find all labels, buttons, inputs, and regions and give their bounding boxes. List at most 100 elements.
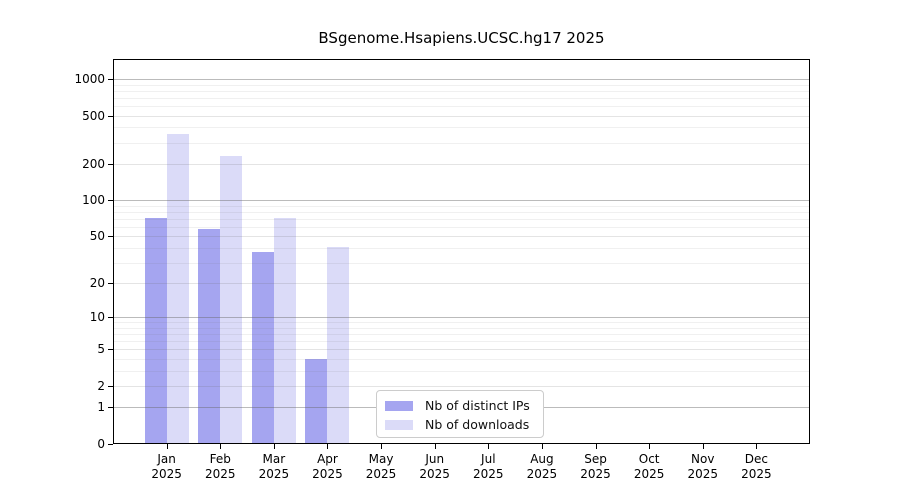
legend-label-downloads: Nb of downloads [425, 417, 530, 432]
gridline-minor-40 [114, 247, 809, 249]
y-tick-label-20: 20 [89, 276, 105, 291]
bar-nb-of-downloads-mar [273, 218, 296, 443]
y-tick-label-5: 5 [97, 342, 105, 357]
x-tick-jan [166, 444, 168, 449]
y-tick-label-500: 500 [82, 108, 105, 123]
gridline-minor-60 [114, 226, 809, 228]
bar-nb-of-distinct-ips-jan [144, 218, 167, 443]
x-tick-label-month: Mar [262, 452, 286, 466]
gridline-50 [114, 236, 809, 238]
gridline-minor-4 [114, 359, 809, 360]
x-tick-label-jul: Jul 2025 [456, 452, 520, 482]
x-tick-aug [541, 444, 543, 449]
x-tick-label-sep: Sep 2025 [564, 452, 628, 482]
legend-label-distinct-ips: Nb of distinct IPs [425, 398, 530, 413]
x-tick-label-year: 2025 [312, 467, 343, 481]
x-tick-label-month: Sep [584, 452, 607, 466]
gridline-100 [114, 200, 809, 202]
y-tick-2 [108, 385, 113, 387]
gridline-20 [114, 283, 809, 285]
x-tick-label-year: 2025 [473, 467, 504, 481]
x-tick-label-month: May [368, 452, 394, 466]
gridline-1000 [114, 79, 809, 81]
bar-nb-of-downloads-jan [166, 134, 189, 443]
x-tick-label-year: 2025 [633, 467, 665, 481]
y-tick-5 [108, 349, 113, 351]
x-tick-label-month: Apr [317, 452, 338, 466]
gridline-10 [114, 317, 809, 319]
y-tick-label-200: 200 [82, 156, 105, 171]
x-tick-label-jun: Jun 2025 [403, 452, 467, 482]
x-tick-label-month: Oct [638, 452, 660, 466]
chart-title: BSgenome.Hsapiens.UCSC.hg17 2025 [318, 29, 605, 47]
x-tick-may [381, 444, 383, 449]
x-tick-label-year: 2025 [687, 467, 719, 481]
gridline-2 [114, 385, 809, 387]
y-tick-50 [108, 236, 113, 238]
x-tick-mar [273, 444, 275, 449]
bar-nb-of-distinct-ips-apr [305, 359, 328, 443]
x-tick-label-oct: Oct 2025 [617, 452, 681, 482]
x-tick-label-jan: Jan 2025 [135, 452, 199, 482]
gridline-minor-3 [114, 370, 809, 372]
x-tick-label-dec: Dec 2025 [724, 452, 788, 482]
x-tick-label-year: 2025 [204, 467, 236, 481]
y-tick-1 [108, 407, 113, 409]
gridline-minor-90 [114, 205, 809, 207]
x-tick-label-year: 2025 [258, 467, 290, 481]
x-tick-label-month: Jan [157, 452, 176, 466]
bar-nb-of-distinct-ips-feb [198, 228, 221, 443]
y-tick-label-1000: 1000 [74, 72, 105, 87]
x-tick-oct [649, 444, 651, 449]
gridline-minor-700 [114, 97, 809, 99]
x-tick-jun [434, 444, 436, 449]
gridline-minor-900 [114, 84, 809, 86]
x-tick-label-mar: Mar 2025 [242, 452, 306, 482]
legend: Nb of distinct IPs Nb of downloads [376, 390, 544, 438]
gridline-minor-300 [114, 142, 809, 144]
y-tick-label-1: 1 [97, 400, 105, 415]
x-tick-label-month: Dec [744, 452, 768, 466]
x-tick-dec [756, 444, 758, 449]
y-tick-200 [108, 163, 113, 165]
gridline-minor-80 [114, 211, 809, 213]
y-tick-label-2: 2 [97, 378, 105, 393]
legend-swatch-distinct-ips [385, 400, 413, 411]
x-tick-label-year: 2025 [151, 467, 182, 481]
x-tick-label-year: 2025 [365, 467, 397, 481]
bar-nb-of-distinct-ips-mar [251, 251, 274, 443]
gridline-minor-70 [114, 218, 809, 220]
x-tick-nov [702, 444, 704, 449]
gridline-minor-30 [114, 262, 809, 264]
y-tick-100 [108, 200, 113, 202]
x-tick-label-month: Nov [691, 452, 715, 466]
x-tick-label-nov: Nov 2025 [671, 452, 735, 482]
y-tick-0 [108, 444, 113, 445]
legend-swatch-downloads [385, 419, 413, 430]
x-tick-jul [488, 444, 490, 449]
gridline-minor-6 [114, 341, 809, 343]
y-tick-label-10: 10 [89, 310, 105, 325]
y-tick-20 [108, 283, 113, 285]
gridline-500 [114, 115, 809, 117]
x-tick-label-apr: Apr 2025 [295, 452, 359, 482]
x-tick-label-year: 2025 [526, 467, 558, 481]
y-tick-500 [108, 115, 113, 117]
x-tick-sep [595, 444, 597, 449]
x-tick-apr [327, 444, 329, 449]
x-tick-label-may: May 2025 [349, 452, 413, 482]
x-tick-label-month: Feb [209, 452, 231, 466]
x-tick-label-month: Jul [481, 452, 496, 466]
x-tick-label-feb: Feb 2025 [188, 452, 252, 482]
x-tick-label-aug: Aug 2025 [510, 452, 574, 482]
y-tick-1000 [108, 79, 113, 81]
gridline-minor-600 [114, 106, 809, 108]
y-tick-label-0: 0 [97, 437, 105, 451]
y-tick-label-100: 100 [82, 193, 105, 208]
gridline-200 [114, 163, 809, 165]
gridline-minor-400 [114, 127, 809, 129]
gridline-5 [114, 349, 809, 351]
x-tick-label-month: Jun [425, 452, 445, 466]
gridline-minor-9 [114, 322, 809, 324]
bar-nb-of-downloads-apr [327, 246, 350, 443]
